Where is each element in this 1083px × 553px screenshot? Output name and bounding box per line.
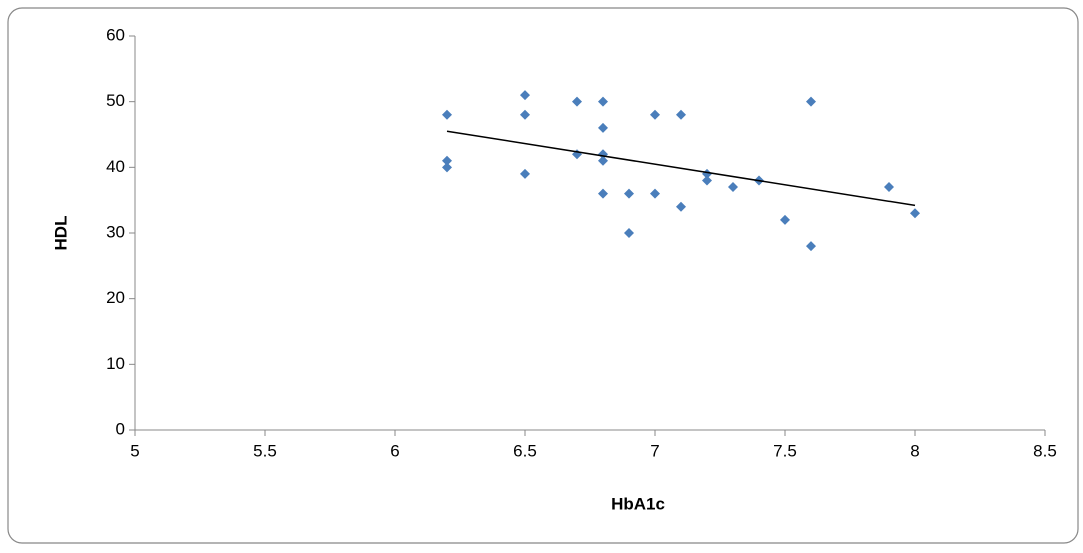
point <box>884 182 894 193</box>
x-tick-label: 8.5 <box>1033 441 1057 460</box>
y-tick-label: 60 <box>106 25 125 44</box>
point <box>442 109 452 120</box>
point <box>520 109 530 120</box>
point <box>806 241 816 252</box>
y-tick-label: 50 <box>106 91 125 110</box>
point <box>624 228 634 238</box>
point <box>780 214 790 225</box>
x-axis-title: HbA1c <box>611 494 665 513</box>
x-tick-label: 5 <box>130 441 139 460</box>
x-tick-label: 5.5 <box>253 441 277 460</box>
point <box>910 208 920 219</box>
trendline <box>446 130 916 207</box>
point <box>442 155 452 166</box>
x-tick-label: 7 <box>650 441 659 460</box>
point <box>676 201 686 212</box>
point <box>650 188 660 199</box>
point <box>676 109 686 120</box>
point <box>572 96 582 107</box>
x-tick-label: 6 <box>390 441 399 460</box>
point <box>624 188 634 199</box>
point <box>520 168 530 179</box>
chart-frame <box>7 7 1079 544</box>
y-tick-label: 0 <box>116 419 125 438</box>
y-tick-label: 30 <box>106 222 125 241</box>
point <box>598 155 608 166</box>
y-tick-label: 40 <box>106 157 125 176</box>
point <box>728 182 738 193</box>
x-tick-label: 7.5 <box>773 441 797 460</box>
point <box>598 188 608 199</box>
x-tick-label: 6.5 <box>513 441 537 460</box>
point <box>806 96 816 107</box>
point <box>442 162 452 173</box>
point <box>598 96 608 107</box>
point <box>598 122 608 133</box>
x-tick-label: 8 <box>910 441 919 460</box>
point <box>650 109 660 120</box>
y-axis-title: HDL <box>51 216 70 251</box>
point <box>520 90 530 101</box>
y-tick-label: 10 <box>106 354 125 373</box>
y-tick-label: 20 <box>106 288 125 307</box>
point <box>702 175 712 186</box>
